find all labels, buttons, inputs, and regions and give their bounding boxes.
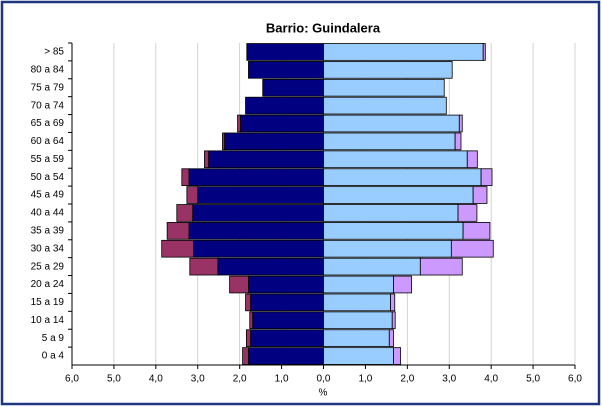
- bar: [450, 239, 494, 258]
- bar: [188, 222, 324, 240]
- y-tick-label: 65 a 69: [31, 118, 65, 129]
- bar: [462, 222, 491, 240]
- bar: [323, 275, 394, 294]
- bar: [222, 132, 225, 151]
- bar: [466, 150, 478, 169]
- bar: [242, 347, 249, 365]
- x-tick-label: 2,0: [233, 374, 247, 385]
- bar: [248, 61, 324, 79]
- x-tick-label: 0,0: [317, 374, 331, 385]
- x-tick-label: 1,0: [358, 374, 372, 385]
- bar: [393, 275, 412, 294]
- bar: [224, 132, 324, 151]
- bar: [204, 150, 210, 169]
- bar: [250, 329, 324, 347]
- y-tick-label: 15 a 19: [31, 297, 65, 308]
- chart-title: Barrio: Guindalera: [266, 20, 381, 35]
- bar: [161, 239, 194, 258]
- bar: [323, 311, 393, 330]
- x-tick-label: 2,0: [400, 374, 414, 385]
- bar: [229, 275, 249, 294]
- bar: [193, 239, 324, 258]
- y-tick-label: 45 a 49: [31, 190, 65, 201]
- bar: [480, 168, 493, 186]
- bar: [472, 186, 488, 204]
- bar: [252, 311, 324, 330]
- bar: [245, 96, 324, 115]
- y-tick-label: 80 a 84: [31, 64, 65, 75]
- y-tick-label: 30 a 34: [31, 243, 65, 254]
- bar: [262, 78, 324, 97]
- bar: [245, 293, 251, 312]
- bar: [323, 132, 456, 151]
- x-tick-label: 5,0: [526, 374, 540, 385]
- bar: [197, 186, 324, 204]
- bar: [181, 168, 190, 186]
- bar: [166, 222, 190, 240]
- bar: [323, 61, 453, 79]
- bar: [323, 114, 460, 133]
- y-tick-label: 35 a 39: [31, 225, 65, 236]
- bar: [323, 168, 482, 186]
- bar: [390, 293, 396, 312]
- x-tick-label: 4,0: [484, 374, 498, 385]
- bar: [323, 293, 391, 312]
- bar: [192, 204, 324, 222]
- bar: [323, 96, 447, 115]
- y-tick-label: 70 a 74: [31, 100, 65, 111]
- bar: [323, 150, 468, 169]
- bar: [323, 186, 474, 204]
- bar: [323, 78, 445, 97]
- bar: [237, 114, 241, 133]
- x-tick-label: 3,0: [191, 374, 205, 385]
- bar: [391, 311, 396, 330]
- y-tick-label: 0 a 4: [42, 351, 65, 362]
- y-tick-label: 5 a 9: [42, 333, 65, 344]
- bar: [217, 257, 324, 276]
- y-tick-label: 75 a 79: [31, 82, 65, 93]
- y-tick-label: 60 a 64: [31, 136, 65, 147]
- bar: [176, 204, 194, 222]
- x-tick-label: 6,0: [65, 374, 79, 385]
- bar: [188, 168, 324, 186]
- bar: [323, 222, 464, 240]
- y-tick-label: 25 a 29: [31, 261, 65, 272]
- x-tick-label: 5,0: [107, 374, 121, 385]
- bar: [458, 114, 463, 133]
- y-tick-label: > 85: [44, 47, 64, 58]
- bar: [323, 257, 421, 276]
- y-tick-label: 20 a 24: [31, 279, 65, 290]
- x-axis-label: %: [319, 388, 328, 399]
- x-tick-label: 1,0: [275, 374, 289, 385]
- bar: [323, 347, 394, 365]
- bar: [246, 43, 324, 61]
- bar: [249, 311, 254, 330]
- x-tick-label: 4,0: [149, 374, 163, 385]
- bar: [208, 150, 324, 169]
- bar: [393, 347, 402, 365]
- bar: [245, 329, 251, 347]
- y-tick-label: 50 a 54: [31, 172, 65, 183]
- bar: [323, 204, 459, 222]
- bar: [248, 275, 324, 294]
- x-tick-label: 6,0: [568, 374, 582, 385]
- bar: [248, 347, 324, 365]
- bar: [240, 114, 324, 133]
- y-tick-label: 10 a 14: [31, 315, 65, 326]
- bar: [186, 186, 199, 204]
- bar: [457, 204, 478, 222]
- bar: [482, 43, 486, 61]
- bar: [323, 43, 484, 61]
- bar: [454, 132, 462, 151]
- bar: [250, 293, 324, 312]
- y-tick-label: 40 a 44: [31, 208, 65, 219]
- bar: [388, 329, 394, 347]
- bar: [323, 239, 452, 258]
- bar: [419, 257, 463, 276]
- x-tick-label: 3,0: [442, 374, 456, 385]
- y-tick-label: 55 a 59: [31, 154, 65, 165]
- bar: [189, 257, 219, 276]
- bar: [323, 329, 390, 347]
